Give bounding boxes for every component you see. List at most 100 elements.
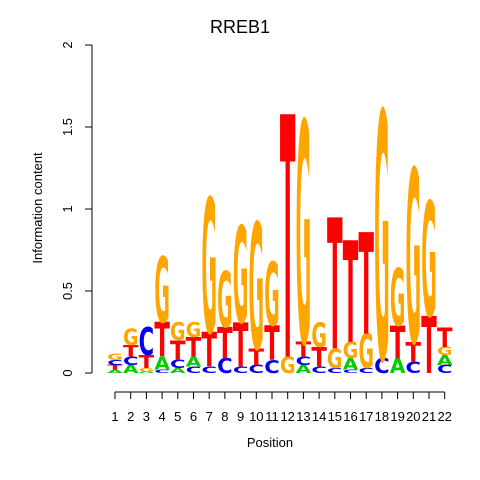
x-tick-label: 14	[312, 409, 326, 424]
logo-letter-t: T	[249, 345, 265, 371]
x-tick-label: 13	[296, 409, 310, 424]
logo-letter-c: C	[186, 365, 201, 376]
x-tick-label: 3	[143, 409, 150, 424]
logo-letter-g: G	[217, 257, 232, 346]
logo-letter-g: G	[139, 367, 154, 372]
y-tick-label: 2	[60, 41, 75, 48]
logo-letter-a: A	[437, 353, 453, 369]
x-tick-label: 16	[343, 409, 357, 424]
logo-letter-a: A	[107, 369, 124, 374]
x-axis: 1 2 3 4 5 6 7 8 9 10 11 12 13 14 15 16 17 18 19 20 21 22	[111, 391, 452, 424]
logo-letter-t: T	[437, 322, 452, 353]
logo-letter-a: A	[343, 356, 359, 374]
logo-letter-t: T	[264, 317, 280, 372]
logo-letter-c: C	[154, 369, 169, 374]
y-tick-label: 0.5	[60, 282, 75, 300]
logo-column: CG	[374, 43, 389, 438]
logo-letter-t: T	[343, 212, 359, 375]
logo-letter-c: C	[358, 367, 373, 375]
logo-letter-a: A	[170, 367, 186, 375]
logo-column: CTG	[406, 121, 422, 399]
x-tick-label: 9	[237, 409, 244, 424]
logo-letter-t: T	[217, 320, 233, 370]
logo-letter-t: T	[186, 332, 201, 363]
logo-letter-a: A	[186, 355, 202, 371]
logo-letter-a: A	[154, 354, 170, 375]
logo-letter-g: G	[343, 338, 359, 364]
logo-letter-t: T	[154, 313, 170, 368]
logo-letter-a: A	[123, 363, 139, 376]
logo-letter-c: C	[139, 320, 154, 365]
logo-column: CTG	[201, 160, 217, 378]
logo-letter-t: T	[280, 48, 295, 436]
logo-letter-t: T	[233, 309, 249, 381]
logo-letter-g: G	[280, 352, 296, 378]
logo-letter-t: T	[327, 183, 342, 392]
logo-letter-g: G	[358, 326, 374, 380]
logo-letter-g: G	[327, 344, 343, 375]
logo-letter-g: G	[233, 200, 248, 354]
logo-letter-g: G	[249, 190, 264, 391]
logo-letter-c: C	[217, 354, 232, 377]
logo-column: CTG	[311, 317, 326, 375]
logo-column: CTG	[217, 257, 233, 378]
logo-column: GT	[280, 48, 296, 436]
logo-letter-c: C	[201, 365, 216, 376]
logo-column: CTG	[233, 200, 249, 381]
logo-letter-g: G	[390, 254, 405, 345]
y-axis-label: Information content	[30, 152, 45, 264]
x-axis-label: Position	[247, 435, 293, 450]
logo-letter-c: C	[107, 358, 122, 366]
y-tick-label: 0	[60, 369, 75, 376]
logo-letter-c: C	[233, 365, 248, 376]
logo-column: CTG	[264, 244, 280, 378]
y-tick-label: 1	[60, 205, 75, 212]
logo-letter-c: C	[264, 357, 279, 378]
logo-column: CTG	[249, 190, 265, 391]
logo-letter-t: T	[170, 335, 185, 366]
logo-letter-c: C	[296, 354, 312, 367]
x-tick-label: 10	[249, 409, 263, 424]
x-tick-label: 2	[127, 409, 134, 424]
x-tick-label: 8	[221, 409, 228, 424]
logo-letter-a: A	[139, 371, 155, 374]
logo-column: ATG	[390, 254, 406, 378]
logo-letter-t: T	[421, 300, 437, 392]
x-tick-label: 18	[375, 409, 389, 424]
x-tick-label: 17	[359, 409, 373, 424]
x-tick-label: 12	[280, 409, 294, 424]
logo-letter-t: T	[107, 363, 123, 371]
logo-letter-c: C	[374, 354, 389, 377]
logo-letter-g: G	[437, 345, 452, 358]
logo-letter-t: T	[390, 318, 406, 370]
logo-column: CGT	[327, 183, 343, 392]
logo-letter-c: C	[343, 369, 358, 374]
logo-letter-c: C	[311, 365, 326, 376]
logo-letter-a: A	[390, 354, 406, 378]
logo-letter-t: T	[201, 323, 217, 378]
y-axis: 0 0.5 1 1.5 2	[60, 41, 93, 377]
x-tick-label: 5	[174, 409, 181, 424]
logo-letter-g: G	[154, 241, 169, 345]
logo-letter-g: G	[421, 171, 436, 354]
logo-letter-g: G	[201, 160, 216, 375]
logo-letter-g: G	[186, 318, 201, 342]
x-tick-label: 1	[111, 409, 118, 424]
logo-letter-g: G	[170, 319, 185, 347]
chart-title: RREB1	[210, 17, 270, 37]
logo-letter-t: T	[311, 342, 326, 373]
logo-letter-g: G	[264, 244, 279, 346]
logo-letter-c: C	[170, 357, 186, 370]
logo-letter-t: T	[123, 342, 139, 361]
x-tick-label: 21	[422, 409, 436, 424]
x-tick-label: 19	[390, 409, 404, 424]
logo-letter-g: G	[406, 121, 421, 399]
